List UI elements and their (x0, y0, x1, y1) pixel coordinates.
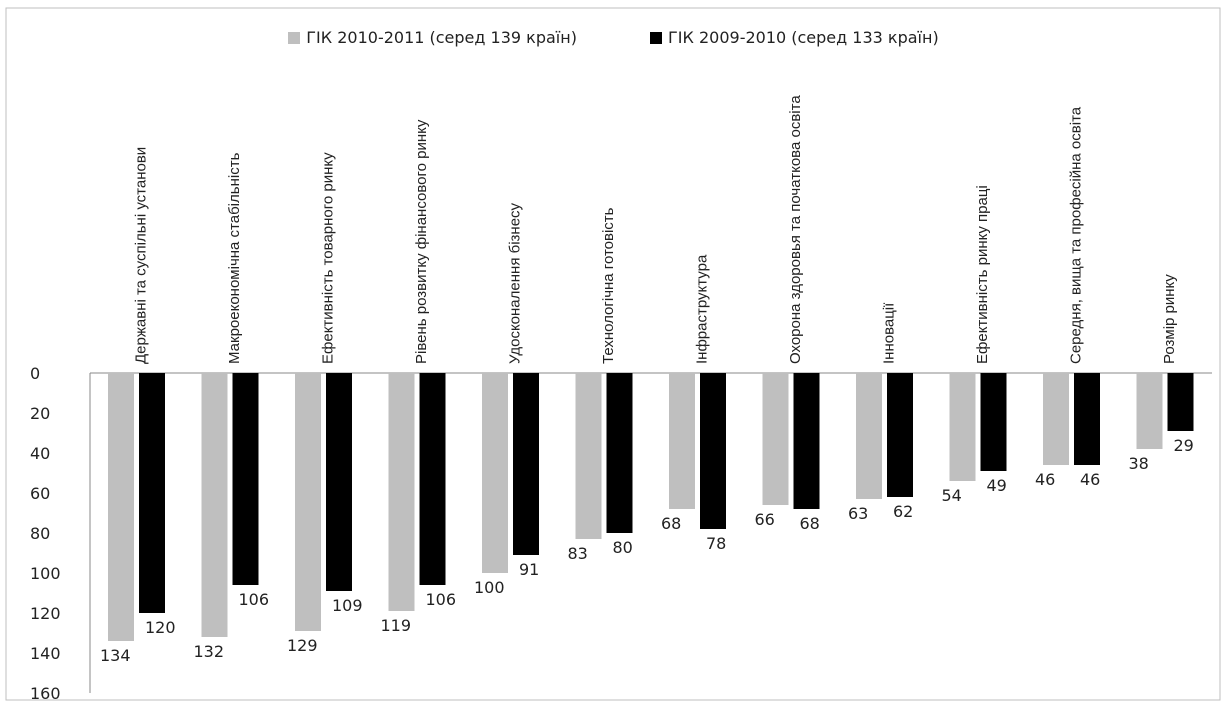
value-label-1-0: 134 (100, 646, 131, 665)
category-label-11: Розмір ринку (1161, 274, 1178, 364)
bar-1-1 (201, 373, 228, 637)
value-label-1-3: 119 (381, 616, 412, 635)
value-label-2-1: 106 (239, 590, 270, 609)
category-label-5: Технологічна готовість (600, 207, 617, 364)
value-label-2-6: 78 (706, 534, 726, 553)
bar-2-1 (232, 373, 259, 585)
value-label-2-3: 106 (426, 590, 457, 609)
bar-1-8 (856, 373, 882, 499)
bar-2-8 (887, 373, 913, 497)
category-label-9: Ефективність ринку праці (974, 185, 991, 364)
value-label-2-10: 46 (1080, 470, 1100, 489)
bar-2-6 (700, 373, 726, 529)
y-tick-label: 60 (30, 484, 50, 503)
y-tick-label: 40 (30, 444, 50, 463)
value-label-2-7: 68 (800, 514, 820, 533)
value-label-1-7: 66 (755, 510, 775, 529)
legend-swatch-series-2 (650, 31, 663, 44)
bar-1-0 (108, 373, 134, 641)
value-label-2-11: 29 (1174, 436, 1194, 455)
bar-1-9 (949, 373, 976, 481)
value-label-1-6: 68 (661, 514, 681, 533)
bar-2-3 (419, 373, 446, 585)
value-label-2-5: 80 (613, 538, 633, 557)
value-label-1-5: 83 (568, 544, 588, 563)
value-label-1-2: 129 (287, 636, 318, 655)
category-label-10: Середня, вища та професійна освіта (1068, 106, 1085, 364)
bar-1-4 (482, 373, 508, 573)
legend: ГІК 2010-2011 (серед 139 країн) ГІК 2009… (0, 28, 1227, 48)
category-label-4: Удосконалення бізнесу (507, 202, 524, 364)
bar-2-7 (793, 373, 820, 509)
category-label-1: Макроекономічна стабільність (226, 152, 243, 364)
value-label-1-11: 38 (1129, 454, 1149, 473)
bars (108, 373, 1194, 641)
y-tick-label: 160 (30, 684, 61, 703)
category-label-0: Державні та суспільні установи (133, 147, 150, 364)
chart-border (5, 7, 1221, 701)
y-tick-label: 120 (30, 604, 61, 623)
value-label-1-4: 100 (474, 578, 505, 597)
bar-1-2 (295, 373, 321, 631)
category-label-2: Ефективність товарного ринку (320, 152, 337, 364)
value-label-2-9: 49 (987, 476, 1007, 495)
value-label-1-9: 54 (942, 486, 962, 505)
category-label-6: Інфраструктура (694, 254, 711, 364)
bar-2-4 (513, 373, 539, 555)
bar-2-10 (1074, 373, 1100, 465)
legend-item-series-1: ГІК 2010-2011 (серед 139 країн) (288, 28, 577, 47)
bar-2-0 (139, 373, 165, 613)
category-label-3: Рівень розвитку фінансового ринку (413, 119, 430, 364)
bar-2-11 (1167, 373, 1194, 431)
legend-swatch-series-1 (288, 31, 301, 44)
value-label-1-10: 46 (1035, 470, 1055, 489)
bar-1-3 (388, 373, 415, 611)
value-label-1-1: 132 (194, 642, 225, 661)
y-tick-label: 20 (30, 404, 50, 423)
bar-1-10 (1043, 373, 1069, 465)
y-tick-label: 80 (30, 524, 50, 543)
category-labels: Державні та суспільні установи Макроеконо… (133, 95, 1179, 364)
value-label-1-8: 63 (848, 504, 868, 523)
value-label-2-8: 62 (893, 502, 913, 521)
bar-1-7 (762, 373, 789, 505)
category-label-7: Охорона здоровья та початкова освіта (787, 95, 804, 364)
bar-2-9 (980, 373, 1007, 471)
y-tick-label: 0 (30, 364, 40, 383)
value-label-2-4: 91 (519, 560, 539, 579)
y-tick-label: 140 (30, 644, 61, 663)
axes: 0 20 40 60 80 100 120 140 160 (30, 364, 1212, 703)
y-tick-label: 100 (30, 564, 61, 583)
value-label-2-2: 109 (332, 596, 363, 615)
legend-item-series-2: ГІК 2009-2010 (серед 133 країн) (650, 28, 939, 47)
bar-1-11 (1136, 373, 1163, 449)
category-label-8: Інновації (881, 302, 898, 364)
bar-2-5 (606, 373, 633, 533)
bar-2-2 (326, 373, 352, 591)
value-labels: 134 120 132 106 129 109 119 106 100 91 83 80 68 78 66 6… (100, 436, 1194, 665)
legend-label-series-1: ГІК 2010-2011 (серед 139 країн) (306, 28, 577, 47)
bar-1-5 (575, 373, 602, 539)
bar-1-6 (669, 373, 695, 509)
legend-label-series-2: ГІК 2009-2010 (серед 133 країн) (668, 28, 939, 47)
value-label-2-0: 120 (145, 618, 176, 637)
